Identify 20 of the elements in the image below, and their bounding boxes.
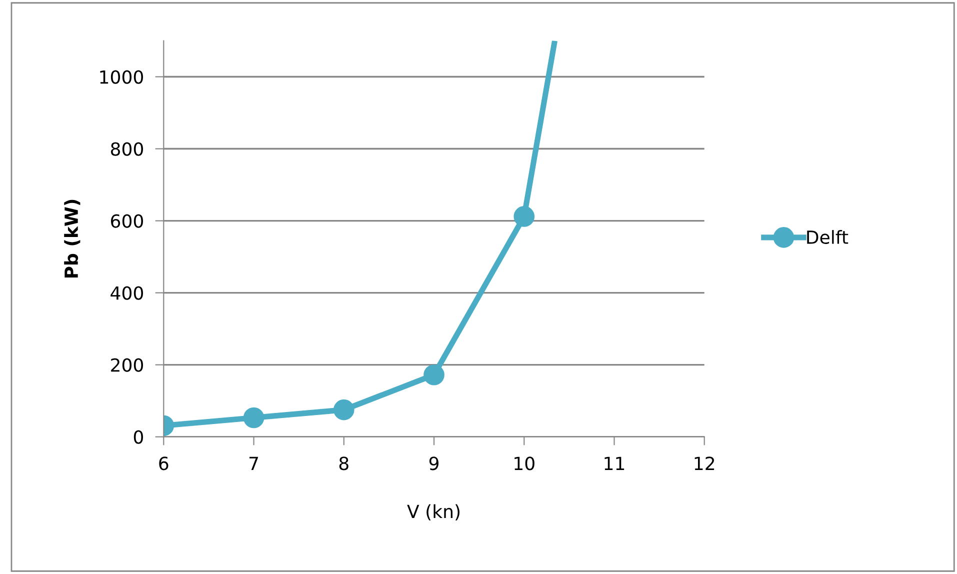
- x-tick-label: 10: [514, 456, 534, 470]
- legend-label: Delft: [807, 230, 848, 244]
- y-tick-label: 800: [110, 142, 144, 156]
- point: [514, 206, 535, 227]
- x-tick-label: 8: [339, 456, 348, 470]
- x-tick-label: 9: [429, 456, 438, 470]
- y-tick-label: 200: [111, 358, 144, 372]
- x-tick-label: 12: [694, 456, 714, 470]
- y-tick-label: 400: [110, 286, 144, 300]
- y-tick-label: 600: [111, 214, 144, 228]
- y-axis-title: Pb (kW): [64, 200, 80, 278]
- point: [333, 399, 354, 420]
- x-tick-label: 11: [604, 456, 624, 470]
- point: [424, 364, 444, 386]
- x-tick-label: 7: [250, 456, 258, 470]
- x-axis-title: V (kn): [407, 504, 460, 520]
- x-tick-label: 6: [159, 456, 168, 470]
- point: [243, 407, 264, 428]
- y-tick-label: 0: [134, 430, 144, 444]
- y-tick-label: 1000: [100, 70, 144, 84]
